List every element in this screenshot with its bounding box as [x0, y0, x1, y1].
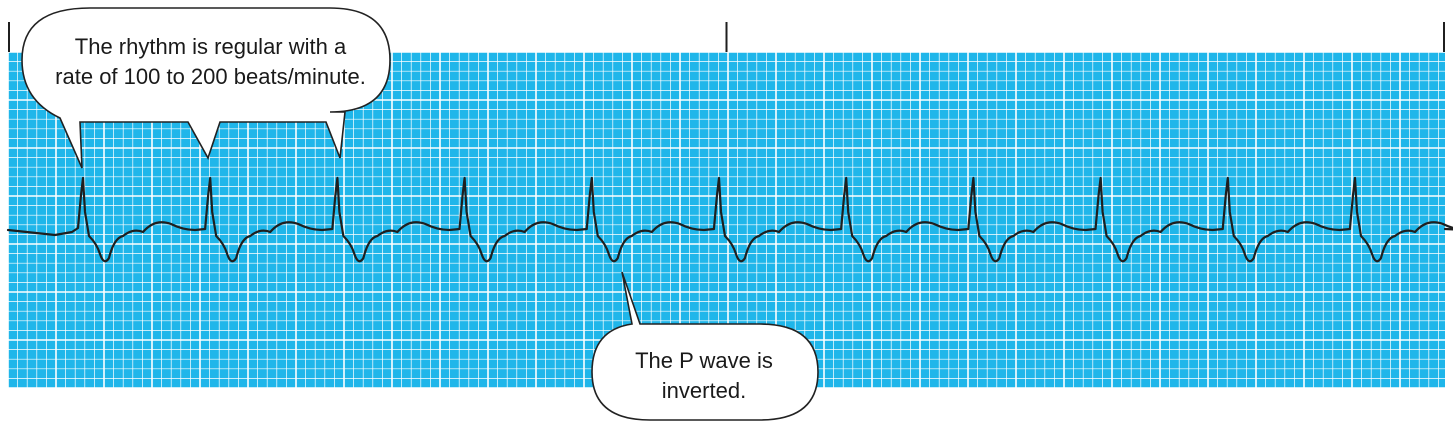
p-wave-callout-text: The P wave is inverted.	[635, 348, 773, 403]
p-wave-callout-bubble	[591, 271, 819, 421]
ecg-grid-lines	[7, 51, 1445, 389]
ecg-trace	[6, 176, 1453, 263]
rhythm-callout-text: The rhythm is regular with a rate of 100…	[55, 34, 366, 89]
rhythm-callout-bubble	[21, 7, 391, 169]
timing-marks	[8, 22, 1445, 52]
